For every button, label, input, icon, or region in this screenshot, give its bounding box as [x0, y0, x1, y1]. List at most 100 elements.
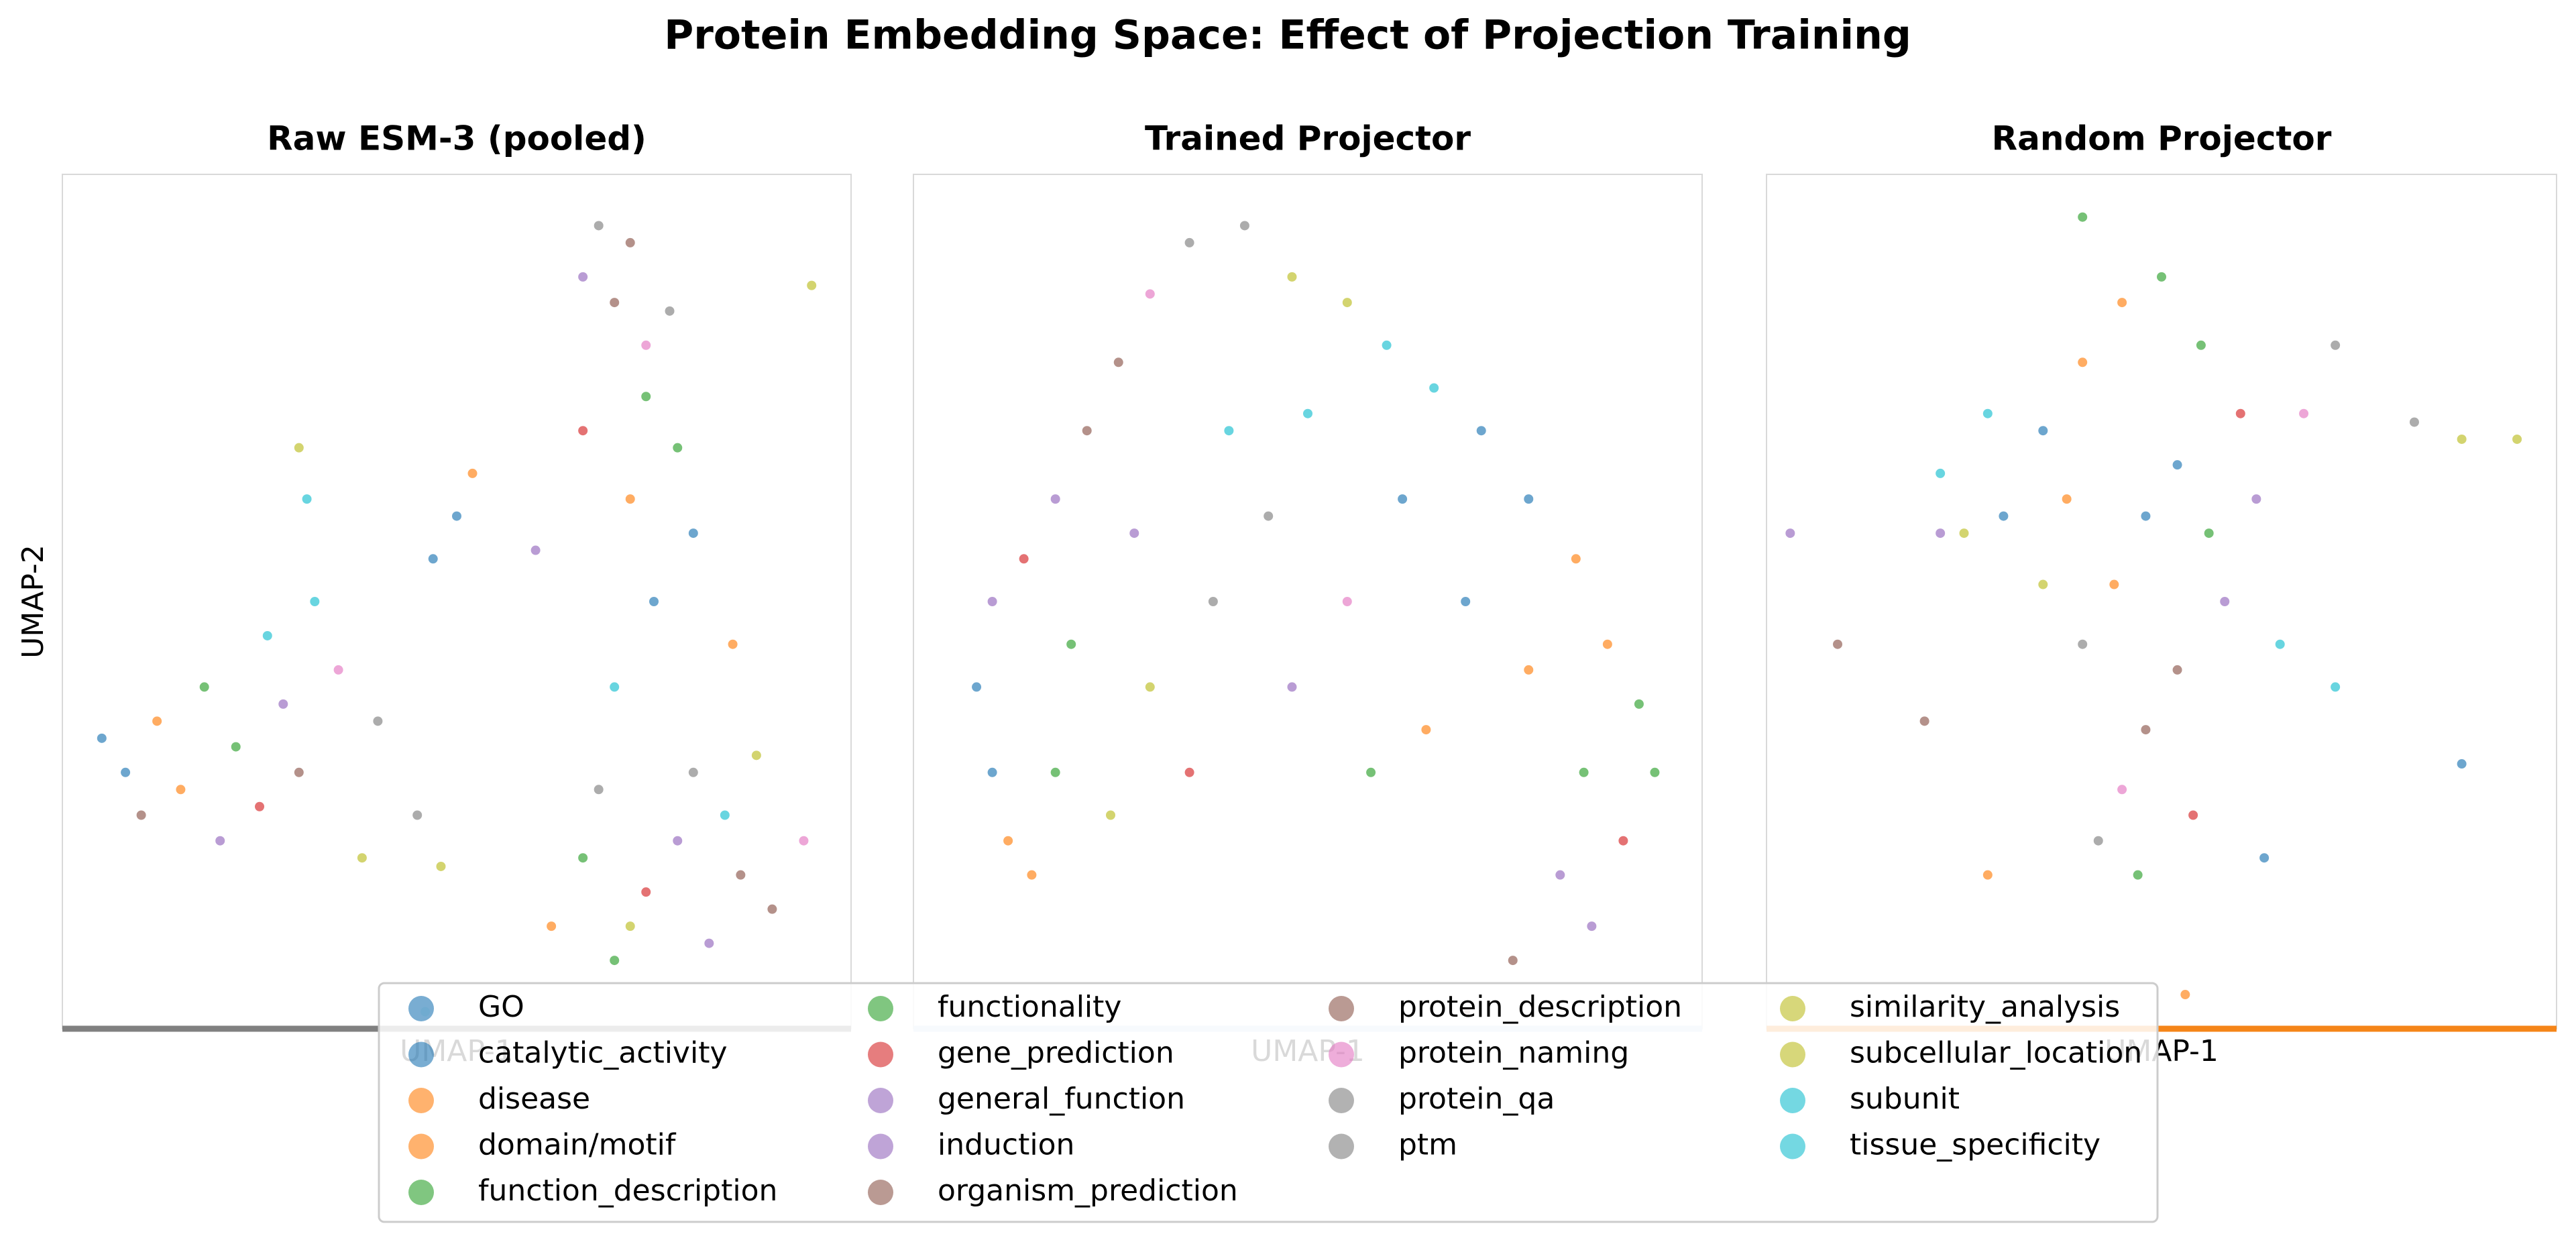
legend-marker [408, 996, 434, 1021]
point [2117, 785, 2127, 795]
point [625, 237, 635, 247]
point [972, 682, 982, 692]
point [1650, 767, 1660, 777]
point [1982, 870, 1993, 880]
point [1184, 237, 1194, 247]
point [736, 870, 746, 880]
point [1082, 426, 1092, 436]
point [673, 443, 683, 453]
legend-marker [868, 1180, 893, 1205]
panel-title: Random Projector [1992, 119, 2332, 158]
point [728, 639, 738, 649]
point [1003, 836, 1013, 846]
point [594, 785, 604, 795]
point [2109, 579, 2119, 589]
point [1264, 511, 1274, 521]
plot-frame [62, 174, 852, 1029]
legend-label: domain/motif [478, 1128, 677, 1162]
point [625, 921, 635, 932]
point [1398, 494, 1408, 504]
point [2078, 357, 2088, 368]
point [649, 597, 659, 606]
point [1461, 597, 1471, 606]
point [2235, 408, 2245, 418]
legend-label: similarity_analysis [1850, 990, 2120, 1024]
point [1050, 767, 1060, 777]
legend-marker [868, 1041, 893, 1068]
point [215, 836, 225, 846]
point [1208, 597, 1218, 606]
point [2141, 511, 2151, 521]
point [1429, 383, 1439, 393]
legend-marker [1329, 1133, 1354, 1160]
figure-title: Protein Embedding Space: Effect of Proje… [664, 12, 1911, 59]
legend-marker [1329, 1088, 1354, 1113]
point [2133, 870, 2143, 880]
point [310, 597, 320, 606]
point [1579, 767, 1589, 777]
point [1634, 699, 1644, 709]
point [1524, 665, 1534, 675]
point [641, 392, 651, 402]
point [152, 716, 162, 726]
point [1936, 468, 1946, 478]
legend-marker [1780, 1088, 1805, 1113]
point [2220, 597, 2230, 606]
point [294, 443, 304, 453]
point [2259, 853, 2270, 863]
point [1524, 494, 1534, 504]
point [1421, 725, 1431, 735]
legend-label: GO [478, 990, 524, 1024]
point [2062, 494, 2072, 504]
point [1936, 528, 1946, 539]
point [767, 904, 777, 914]
point [2188, 810, 2198, 820]
point [412, 810, 423, 820]
legend-label: subcellular_location [1850, 1036, 2142, 1070]
point [610, 682, 620, 692]
point [2204, 528, 2214, 539]
point [2299, 408, 2309, 418]
point [2331, 682, 2341, 692]
point [2180, 990, 2190, 1000]
point [1145, 289, 1155, 299]
legend-marker [1780, 996, 1805, 1021]
point [2409, 417, 2419, 427]
point [1184, 767, 1194, 777]
legend-label: general_function [938, 1082, 1185, 1116]
point [97, 733, 107, 743]
point [373, 716, 383, 726]
point [436, 861, 446, 871]
point [987, 597, 997, 606]
point [610, 956, 620, 966]
point [2141, 725, 2151, 735]
point [255, 801, 264, 811]
point [1066, 639, 1076, 649]
point [2157, 272, 2166, 282]
point [594, 221, 604, 231]
y-axis-label: UMAP-2 [16, 545, 50, 659]
legend-label: protein_description [1398, 990, 1682, 1024]
point [1129, 528, 1139, 539]
point [987, 767, 997, 777]
point [2172, 460, 2182, 470]
point [1019, 554, 1029, 564]
point [467, 468, 478, 478]
point [1342, 298, 1352, 308]
point [2038, 426, 2048, 436]
point [2331, 340, 2341, 350]
panel-title: Raw ESM-3 (pooled) [267, 119, 647, 158]
legend-label: functionality [938, 990, 1121, 1024]
point [1224, 426, 1234, 436]
point [1602, 639, 1612, 649]
point [2078, 212, 2088, 222]
point [1287, 682, 1297, 692]
point [2038, 579, 2048, 589]
point [641, 340, 651, 350]
point [176, 785, 186, 795]
point [1239, 221, 1249, 231]
point [1342, 597, 1352, 606]
point [452, 511, 461, 521]
point [704, 938, 714, 948]
